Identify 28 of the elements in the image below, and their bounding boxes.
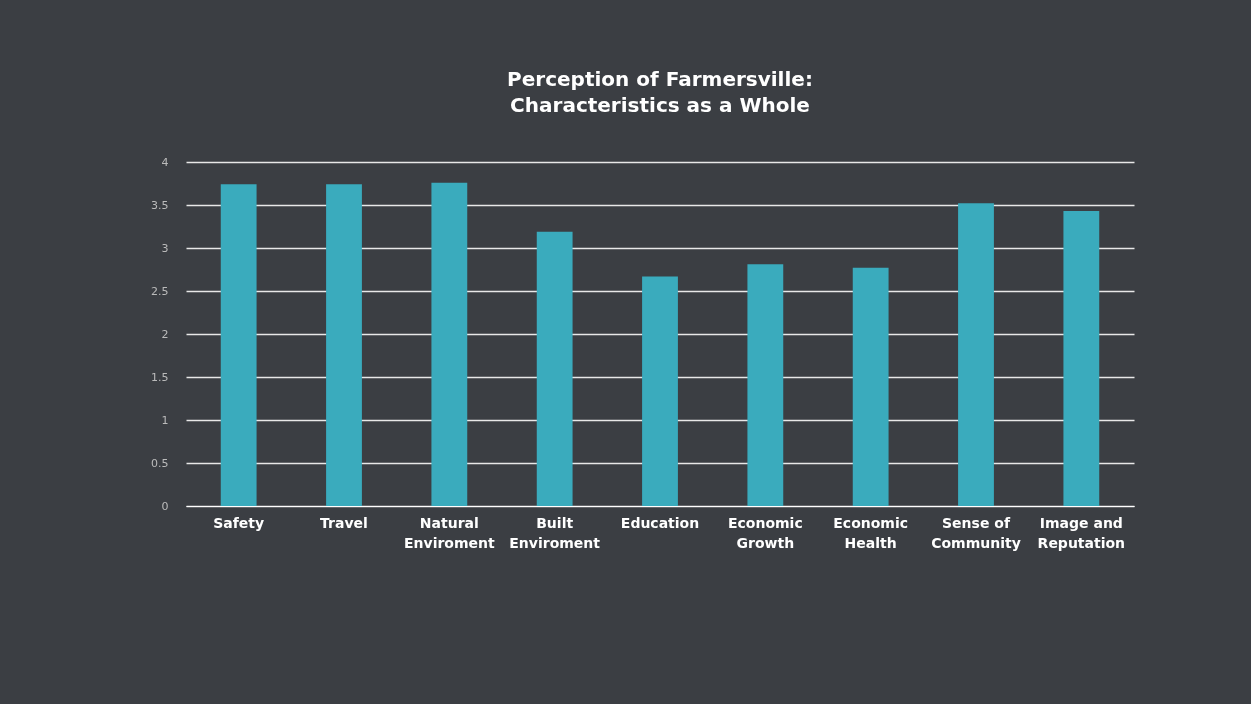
bar [431,182,468,506]
y-tick-label: 1.5 [151,370,169,384]
y-tick-label: 1 [161,413,169,427]
y-tick-label: 2 [161,327,169,341]
x-tick-label: Sense of Community [931,514,1021,551]
x-tick-label: Travel [320,514,368,531]
y-tick-label: 3.5 [151,198,169,212]
x-tick-label: Image and Reputation [1037,514,1126,551]
y-tick-label: 2.5 [151,284,169,298]
bar [326,184,362,506]
x-tick-label: Education [620,514,700,531]
bar [642,276,678,506]
y-tick-label: 3 [161,241,169,255]
x-tick-label: Safety [213,514,265,531]
bar [1063,211,1100,506]
y-tick-label: 4 [161,155,169,169]
x-tick-label: Built Enviroment [509,514,601,551]
bar [536,231,573,506]
x-tick-label: Natural Enviroment [403,514,495,551]
x-tick-label: Economic Growth [727,514,803,551]
y-tick-label: 0.5 [151,456,169,470]
y-tick-label: 0 [161,499,169,513]
x-tick-label: Economic Health [833,514,909,551]
chart-title: Perception of Farmersville: Characteristics as a Whole [507,67,813,117]
bar [747,264,784,506]
bar [852,267,889,506]
bar [958,203,994,506]
bar [220,184,257,506]
